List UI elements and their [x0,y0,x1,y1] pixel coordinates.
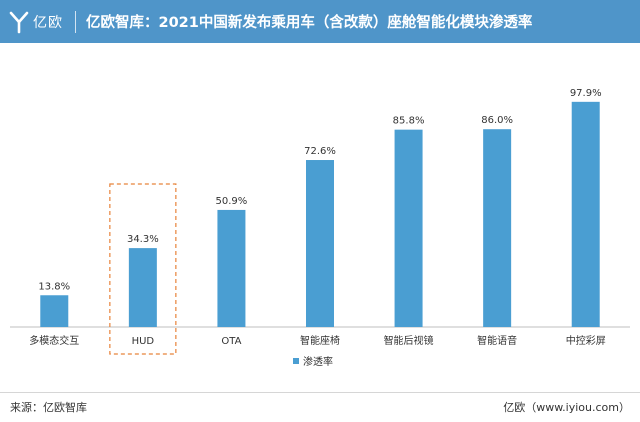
legend-label: 渗透率 [303,355,333,368]
footer-divider [0,392,640,393]
highlight-box [109,183,177,355]
brand-footer: 亿欧（www.iyiou.com） [503,401,630,414]
category-label-0: 多模态交互 [29,334,79,347]
legend-swatch [293,358,299,364]
bar-4 [394,129,423,327]
header-bar: 亿欧 亿欧智库：2021中国新发布乘用车（含改款）座舱智能化模块渗透率 [0,0,640,43]
category-label-1: HUD [132,336,155,347]
source-note: 来源：亿欧智库 [10,401,87,414]
data-label-5: 86.0% [481,115,513,126]
category-label-6: 中控彩屏 [566,334,606,347]
category-label-4: 智能后视镜 [384,334,434,347]
data-label-2: 50.9% [216,196,248,207]
data-label-6: 97.9% [570,88,602,99]
logo-text: 亿欧 [33,14,63,31]
bar-5 [483,129,512,327]
logo: 亿欧 [0,0,63,43]
bar-1 [128,248,157,327]
bar-2 [217,209,246,327]
iyiou-logo-icon [9,11,29,33]
bar-0 [40,295,69,327]
bar-3 [306,160,334,327]
data-label-4: 85.8% [393,116,425,127]
header-divider [75,10,76,33]
page-title: 亿欧智库：2021中国新发布乘用车（含改款）座舱智能化模块渗透率 [86,15,533,31]
data-label-3: 72.6% [304,146,336,157]
data-label-1: 34.3% [127,234,159,245]
category-label-3: 智能座椅 [300,334,340,347]
bar-6 [571,101,600,327]
category-label-5: 智能语音 [477,334,517,347]
bar-chart: 13.8% 多模态交互 34.3% HUD 50.9% OTA 72.6% 智能座椅 85.8%… [10,88,630,368]
category-label-2: OTA [221,336,241,347]
data-label-0: 13.8% [38,281,70,292]
